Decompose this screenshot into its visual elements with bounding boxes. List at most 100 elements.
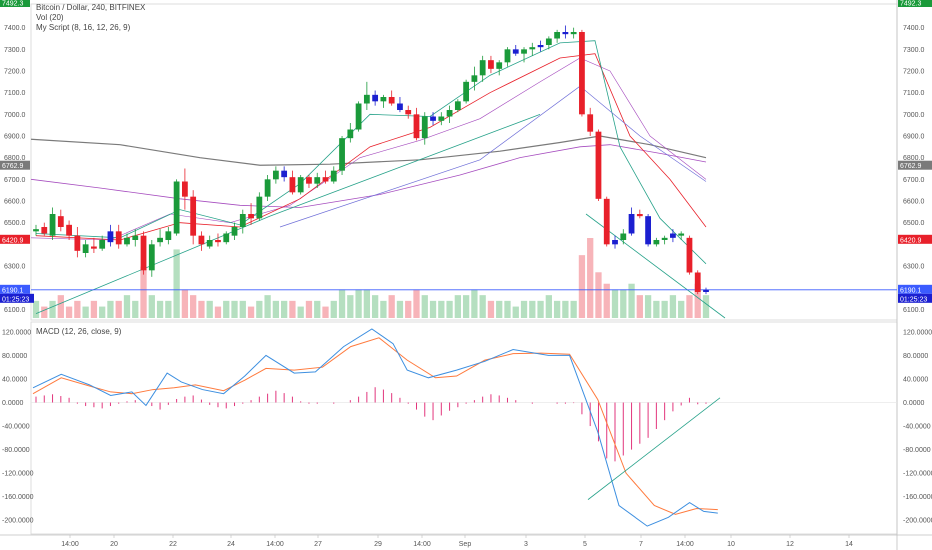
time-axis-label: 14:00 <box>61 541 79 548</box>
volume-bar <box>297 306 304 318</box>
candle-body <box>694 272 701 292</box>
last-price-tag-right: 6420.9 <box>900 237 922 244</box>
volume-bar <box>363 289 371 318</box>
price-axis-label-right: 6100.0 <box>903 307 925 314</box>
volume-bar <box>206 300 213 318</box>
candle-body <box>380 97 387 102</box>
price-axis-label-left: 6900.0 <box>4 134 26 141</box>
macd-axis-label-left: -40.0000 <box>2 424 30 431</box>
price-axis-label-right: 6300.0 <box>903 264 925 271</box>
candle-body <box>115 231 122 245</box>
volume-title[interactable]: Vol (20) <box>36 13 64 22</box>
moving-average-21-line <box>35 53 707 241</box>
candle-body <box>388 97 395 104</box>
candle-body <box>281 170 288 178</box>
volume-bar <box>694 283 701 318</box>
candle-body <box>198 235 205 245</box>
time-axis-label: 3 <box>524 541 528 548</box>
line-price-tag-left-bg <box>0 284 30 294</box>
volume-bar <box>65 306 73 318</box>
candle-body <box>438 116 445 121</box>
candle-body <box>190 196 197 236</box>
volume-bar <box>421 295 428 318</box>
candle-body <box>57 216 64 227</box>
volume-bar <box>438 300 445 318</box>
time-axis-label: 14:00 <box>676 541 694 548</box>
top-price-tag-right-bg <box>898 0 932 7</box>
candle-body <box>686 237 693 273</box>
candle-body <box>165 231 172 240</box>
volume-bar <box>504 300 511 318</box>
volume-bar <box>636 295 643 318</box>
volume-bar <box>413 289 420 318</box>
candle-body <box>231 227 238 236</box>
price-axis-label-right: 7000.0 <box>903 112 925 119</box>
volume-bar <box>264 295 271 318</box>
candle-body <box>703 289 709 292</box>
volume-bar <box>487 300 495 318</box>
candle-body <box>595 131 602 199</box>
candle-body <box>670 233 676 238</box>
countdown-tag-left-bg <box>0 293 34 303</box>
time-axis-label: 20 <box>110 541 118 548</box>
candlestick-series <box>33 25 709 295</box>
candle-body <box>330 170 337 182</box>
time-axis-label: 24 <box>227 541 235 548</box>
candle-body <box>570 32 577 35</box>
candle-body <box>645 216 651 245</box>
macd-axis-label-right: 120.0000 <box>903 329 932 336</box>
candle-body <box>41 227 48 234</box>
candle-body <box>504 49 511 63</box>
time-axis-label: 5 <box>583 541 587 548</box>
candle-body <box>355 103 362 130</box>
volume-bar <box>562 300 569 318</box>
volume-bar <box>686 295 693 318</box>
indicator-lines <box>30 40 897 319</box>
volume-bar <box>148 295 155 318</box>
trendline-up <box>35 113 541 315</box>
price-pane[interactable] <box>30 3 898 321</box>
candle-body <box>347 129 354 139</box>
candle-body <box>132 235 139 240</box>
candle-body <box>140 235 147 271</box>
macd-axis-label-right: -40.0000 <box>903 424 931 431</box>
volume-bar <box>380 300 387 318</box>
symbol-title[interactable]: Bitcoin / Dollar, 240, BITFINEX <box>36 3 146 12</box>
script-title[interactable]: My Script (8, 16, 12, 26, 9) <box>36 23 131 32</box>
time-axis-label: 12 <box>786 541 794 548</box>
candle-body <box>107 231 114 243</box>
price-axis-label-left: 6300.0 <box>4 264 26 271</box>
volume-bar <box>512 306 519 318</box>
candle-body <box>529 47 536 50</box>
candle-body <box>545 38 552 45</box>
volume-bar <box>198 300 205 318</box>
candle-body <box>297 177 304 193</box>
volume-bar <box>132 300 139 318</box>
macd-title[interactable]: MACD (12, 26, close, 9) <box>36 327 122 336</box>
macd-axis-label-right: 40.0000 <box>903 376 928 383</box>
candle-body <box>612 240 618 245</box>
last-price-tag-right-bg <box>898 234 932 244</box>
price-axis-label-left: 7400.0 <box>4 25 26 32</box>
price-axis-label-right: 6800.0 <box>903 155 925 162</box>
macd-series <box>31 328 897 527</box>
candle-body <box>372 94 379 102</box>
line-price-tag-right-bg <box>898 284 932 294</box>
macd-pane[interactable] <box>30 321 898 535</box>
macd-axis-label-left: -160.0000 <box>2 494 34 501</box>
volume-bar <box>587 238 594 318</box>
candle-body <box>562 32 569 35</box>
volume-bar <box>446 300 453 318</box>
candle-body <box>653 240 660 245</box>
candle-body <box>628 214 635 234</box>
candle-body <box>620 233 627 240</box>
candle-body <box>215 240 221 243</box>
candle-body <box>521 49 527 54</box>
volume-bar <box>99 306 106 318</box>
candle-body <box>661 237 668 240</box>
candle-body <box>446 110 453 117</box>
volume-bar <box>223 300 230 318</box>
volume-bar <box>496 300 503 318</box>
time-axis-label: 22 <box>169 541 177 548</box>
